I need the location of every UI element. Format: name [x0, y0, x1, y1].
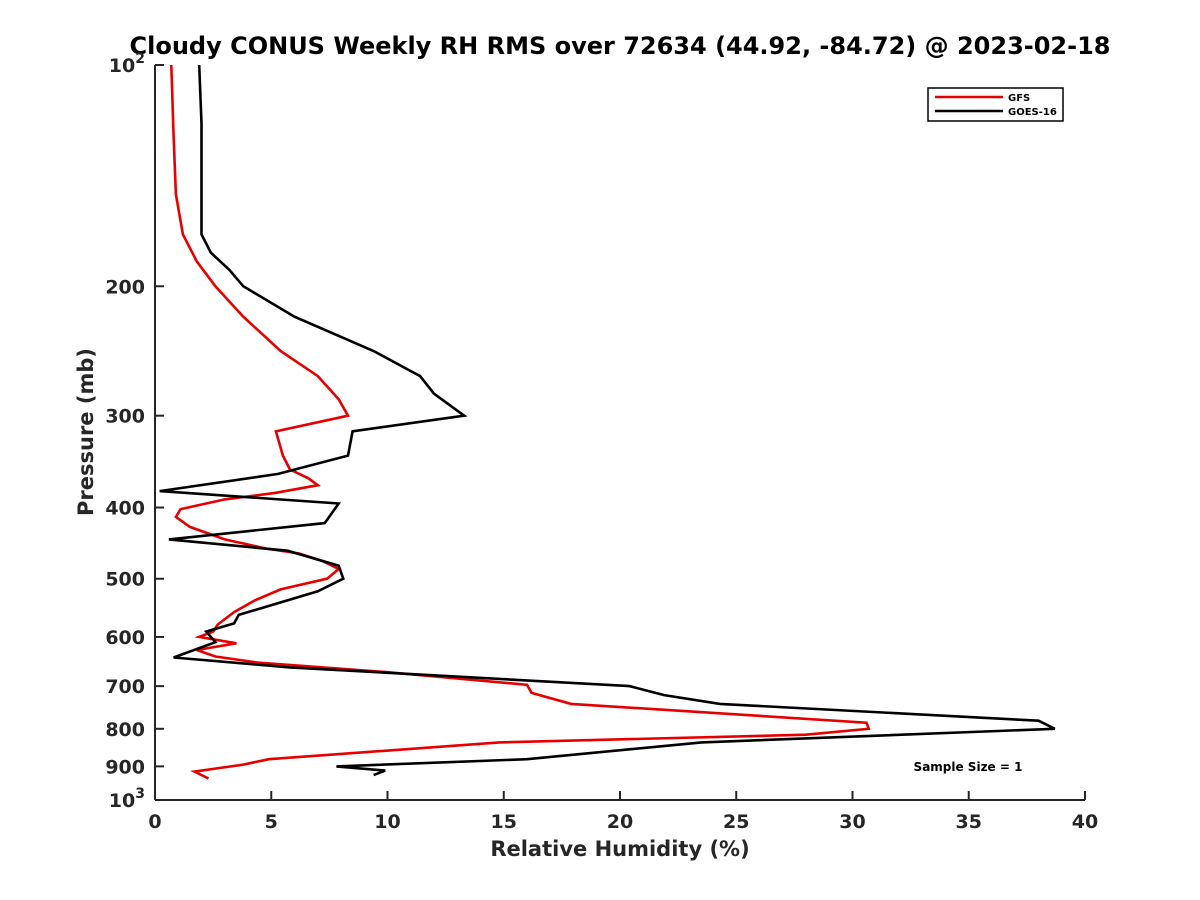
legend-label-gfs: GFS [1008, 93, 1030, 104]
series-line-goes-16 [159, 64, 1056, 777]
chart-title: Cloudy CONUS Weekly RH RMS over 72634 (4… [130, 32, 1111, 60]
y-tick-label: 800 [105, 719, 145, 741]
x-ticks: 0 5 10 15 20 25 30 35 40 [148, 791, 1098, 833]
x-tick-label: 0 [148, 811, 161, 833]
legend-label-goes: GOES-16 [1008, 107, 1057, 118]
sample-size-annotation: Sample Size = 1 [914, 760, 1023, 774]
legend-box [927, 87, 1064, 122]
y-tick-label: 400 [105, 498, 145, 520]
x-tick-label: 30 [839, 811, 865, 833]
series-lines [159, 64, 1056, 780]
x-tick-label: 10 [374, 811, 400, 833]
y-tick-label: 200 [105, 276, 145, 298]
y-tick-label: 900 [105, 756, 145, 778]
legend: GFS GOES-16 [927, 87, 1064, 122]
x-tick-label: 40 [1072, 811, 1098, 833]
x-tick-label: 15 [491, 811, 517, 833]
plot-area: 0 5 10 15 20 25 30 35 40 10220030040050060070080… [105, 51, 1098, 833]
y-tick-label: 300 [105, 406, 145, 428]
y-tick-label: 700 [105, 676, 145, 698]
y-tick-exponent: 2 [135, 51, 145, 67]
x-tick-label: 35 [956, 811, 982, 833]
y-tick-label: 103 [109, 786, 145, 812]
y-tick-base: 10 [109, 55, 135, 77]
y-axis-label: Pressure (mb) [74, 348, 98, 516]
x-tick-label: 25 [723, 811, 749, 833]
y-tick-exponent: 3 [135, 786, 145, 802]
y-tick-base: 10 [109, 790, 135, 812]
x-tick-label: 20 [607, 811, 633, 833]
x-tick-label: 5 [265, 811, 278, 833]
y-tick-label: 500 [105, 569, 145, 591]
x-axis-label: Relative Humidity (%) [490, 837, 749, 861]
y-tick-label: 102 [109, 51, 145, 77]
y-tick-label: 600 [105, 627, 145, 649]
series-line-gfs [170, 64, 871, 780]
